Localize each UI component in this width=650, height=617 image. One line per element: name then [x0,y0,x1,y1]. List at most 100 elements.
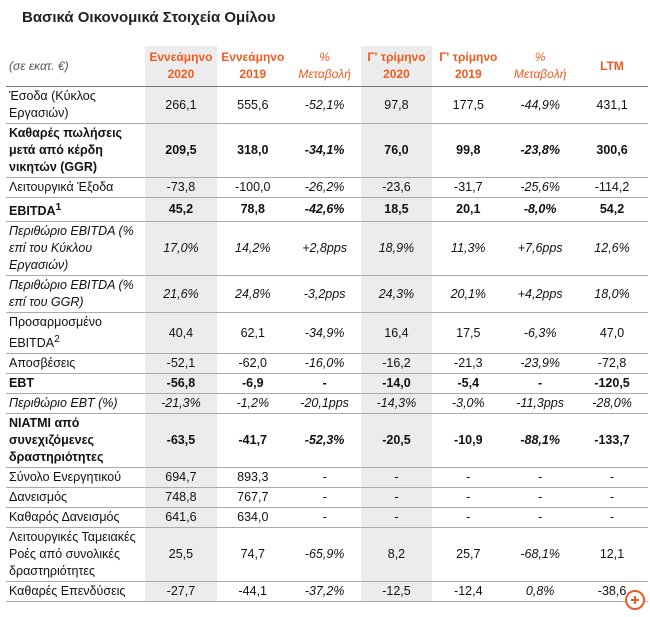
column-header: Εννεάμηνο 2020 [145,46,217,87]
value-cell: -34,1% [288,123,361,178]
value-cell: 18,9% [360,221,433,277]
value-cell: -52,1 [145,353,217,375]
value-cell: 18,0% [576,275,648,314]
value-cell: 18,5 [360,197,433,223]
value-cell: -23,8% [504,123,577,178]
value-cell: 25,5 [145,527,217,583]
value-cell: 76,0 [360,123,433,178]
value-cell: -27,7 [145,581,217,603]
row-label-cell: EBITDA1 [6,197,145,223]
value-cell: - [432,487,505,509]
row-label: Έσοδα (Κύκλος Εργασιών) [9,89,96,120]
row-label: Καθαρές Επενδύσεις [9,584,126,599]
value-cell: -68,1% [504,527,577,583]
row-label-cell: Περιθώριο EBT (%) [6,393,145,415]
table-row: Δανεισμός 748,8 767,7- - - - - [6,487,648,509]
row-label: Καθαρές πωλήσεις μετά από κέρδη νικητών … [9,126,123,174]
value-cell: 20,1% [432,275,505,314]
value-cell: 318,0 [216,123,289,178]
zoom-icon[interactable] [624,589,646,611]
value-cell: -88,1% [504,413,577,469]
value-cell: -14,3% [360,393,433,415]
value-cell: - [576,507,648,529]
value-cell: -5,4 [432,373,505,395]
column-header: % Μεταβολή [504,46,577,87]
value-cell: 14,2% [216,221,289,277]
value-cell: -14,0 [360,373,433,395]
value-cell: 893,3 [216,467,289,489]
value-cell: -1,2% [216,393,289,415]
value-cell: 748,8 [145,487,217,509]
row-label-cell: Αποσβέσεις [6,353,145,375]
value-cell: -65,9% [288,527,361,583]
value-cell: -12,4 [432,581,505,603]
value-cell: - [504,467,577,489]
financial-table: (σε εκατ. €) Εννεάμηνο 2020 Εννεάμηνο 201… [6,46,648,603]
row-label-cell: Σύνολο Ενεργητικού [6,467,145,489]
title: Βασικά Οικονομικά Στοιχεία Ομίλου [22,9,276,26]
value-cell: 177,5 [432,86,505,124]
value-cell: 54,2 [576,197,648,223]
row-label-cell: Δανεισμός [6,487,145,509]
value-cell: 266,1 [145,86,217,124]
value-cell: -3,0% [432,393,505,415]
value-cell: -11,3pps [504,393,577,415]
value-cell: -10,9 [432,413,505,469]
row-label-cell: EBT [6,373,145,395]
value-cell: 431,1 [576,86,648,124]
value-cell: - [504,487,577,509]
value-cell: 97,8 [360,86,433,124]
table-row: EBITDA1 45,2 78,8 -42,6% 18,5 20,1 -8,0% 54,2 [6,197,648,223]
value-cell: +7,6pps [504,221,577,277]
value-cell: -72,8 [576,353,648,375]
unit-label: (σε εκατ. €) [6,46,145,87]
value-cell: -21,3% [145,393,217,415]
column-header: % Μεταβολή [288,46,361,87]
table-row: Έσοδα (Κύκλος Εργασιών) 266,1 555,6 -52,1% 9… [6,86,648,124]
row-label: EBT [9,376,34,391]
row-label: Προσαρμοσμένο EBITDA [9,315,102,351]
value-cell: -20,5 [360,413,433,469]
value-cell: -56,8 [145,373,217,395]
row-label-cell: Έσοδα (Κύκλος Εργασιών) [6,86,145,124]
value-cell: - [576,467,648,489]
value-cell: - [360,467,433,489]
value-cell: -16,2 [360,353,433,375]
value-cell: - [288,507,361,529]
value-cell: 74,7 [216,527,289,583]
value-cell: 25,7 [432,527,505,583]
row-label-cell: ΝΙΑΤΜΙ από συνεχιζόμενες δραστηριότητες [6,413,145,469]
row-label: Περιθώριο EBITDA (% επί του GGR) [9,278,134,310]
value-cell: -73,8 [145,177,217,198]
value-cell: -52,1% [288,86,361,124]
value-cell: -26,2% [288,177,361,198]
value-cell: -21,3 [432,353,505,375]
value-cell: -12,5 [360,581,433,603]
value-cell: - [288,487,361,509]
row-label: Σύνολο Ενεργητικού [9,470,122,485]
row-label: ΝΙΑΤΜΙ από συνεχιζόμενες δραστηριότητες [9,416,104,465]
table-row: EBT -56,8 -6,9- -14,0 -5,4- -120,5 [6,373,648,395]
value-cell: - [504,373,577,395]
value-cell: -16,0% [288,353,361,375]
column-header: Γ' τρίμηνο 2020 [360,46,433,87]
value-cell: -37,2% [288,581,361,603]
row-label: Καθαρός Δανεισμός [9,510,120,525]
value-cell: -100,0 [216,177,289,198]
table-row: Λειτουργικά Έξοδα -73,8 -100,0 -26,2% -23,6-… [6,177,648,198]
row-label-cell: Προσαρμοσμένο EBITDA2 [6,312,145,355]
value-cell: -20,1pps [288,393,361,415]
row-label-cell: Καθαρές Επενδύσεις [6,581,145,603]
row-label-cell: Λειτουργικά Έξοδα [6,177,145,198]
value-cell: +4,2pps [504,275,577,314]
value-cell: 24,8% [216,275,289,314]
row-label-cell: Περιθώριο EBITDA (% επί του Κύκλου Εργασ… [6,221,145,277]
value-cell: 12,6% [576,221,648,277]
value-cell: -133,7 [576,413,648,469]
column-header: Εννεάμηνο 2019 [216,46,289,87]
value-cell: -114,2 [576,177,648,198]
value-cell: -62,0 [216,353,289,375]
value-cell: 62,1 [216,312,289,355]
value-cell: -52,3% [288,413,361,469]
